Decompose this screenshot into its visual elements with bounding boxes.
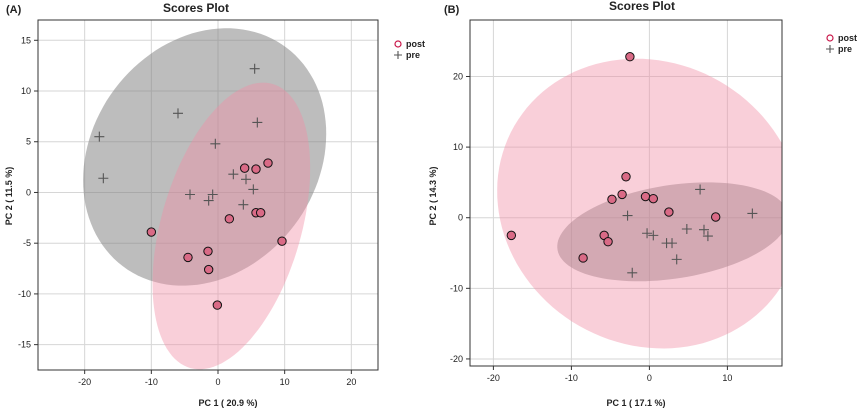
y-tick-label: 5 bbox=[26, 137, 31, 147]
pre-point bbox=[681, 224, 692, 235]
post-point bbox=[263, 158, 273, 168]
x-tick-label: -10 bbox=[565, 373, 578, 383]
post-point bbox=[648, 193, 658, 204]
pre-point bbox=[695, 184, 706, 195]
post-point bbox=[664, 207, 674, 217]
legend-post-label: post bbox=[838, 33, 857, 43]
y-tick-label: 10 bbox=[453, 142, 463, 152]
pre-point bbox=[173, 108, 183, 119]
legend-pre-label: pre bbox=[838, 44, 852, 54]
y-tick-label: 20 bbox=[453, 71, 463, 81]
pre-point bbox=[238, 199, 249, 210]
pre-point bbox=[203, 195, 214, 206]
post-point bbox=[625, 52, 635, 62]
pre-point bbox=[671, 254, 682, 265]
x-tick-label: -20 bbox=[78, 377, 91, 387]
post-point bbox=[711, 212, 721, 222]
x-tick-label: 0 bbox=[647, 373, 652, 383]
pre-point bbox=[207, 189, 218, 200]
legend-post-marker bbox=[826, 34, 834, 42]
post-point bbox=[146, 227, 157, 237]
post-point bbox=[224, 214, 235, 224]
post-ellipse bbox=[152, 82, 311, 370]
pre-point bbox=[94, 131, 105, 142]
panel-a-title: Scores Plot bbox=[163, 1, 229, 15]
panel-a-ylabel: PC 2 ( 11.5 %) bbox=[4, 167, 14, 226]
post-point bbox=[277, 236, 287, 246]
pre-point bbox=[241, 174, 251, 185]
legend-pre-marker bbox=[826, 45, 834, 53]
post-ellipse bbox=[497, 58, 782, 349]
y-tick-label: -15 bbox=[18, 340, 31, 350]
x-tick-label: 10 bbox=[280, 377, 290, 387]
pre-point bbox=[98, 173, 109, 184]
post-point bbox=[251, 164, 261, 174]
pre-point bbox=[228, 169, 239, 180]
pre-point bbox=[210, 138, 221, 149]
post-point bbox=[603, 237, 613, 247]
y-tick-label: 15 bbox=[21, 35, 31, 45]
post-point bbox=[621, 172, 631, 182]
pre-point bbox=[747, 208, 758, 219]
pre-point bbox=[622, 210, 633, 221]
post-point bbox=[640, 191, 651, 202]
pre-point bbox=[667, 238, 678, 249]
y-tick-label: -5 bbox=[23, 238, 31, 248]
post-point bbox=[617, 189, 627, 200]
post-point bbox=[506, 230, 517, 241]
plot-frame bbox=[469, 19, 783, 367]
x-tick-label: 0 bbox=[215, 377, 220, 387]
y-tick-label: -10 bbox=[450, 283, 463, 293]
y-tick-label: -20 bbox=[450, 354, 463, 364]
pre-point bbox=[252, 117, 263, 128]
pre-point bbox=[648, 230, 659, 241]
pre-ellipse bbox=[557, 182, 782, 282]
post-point bbox=[255, 208, 266, 218]
y-tick-label: 0 bbox=[26, 187, 31, 197]
x-tick-label: -10 bbox=[145, 377, 158, 387]
panel-b-title: Scores Plot bbox=[609, 0, 675, 13]
panel-b-ylabel: PC 2 ( 14.3 %) bbox=[428, 166, 438, 225]
x-tick-label: 10 bbox=[722, 373, 732, 383]
panel-b-xlabel: PC 1 ( 17.1 %) bbox=[606, 398, 665, 408]
y-tick-label: 10 bbox=[21, 86, 31, 96]
pre-point bbox=[699, 224, 709, 235]
x-tick-label: -20 bbox=[487, 373, 500, 383]
y-tick-label: -10 bbox=[18, 289, 31, 299]
legend-post-marker bbox=[394, 40, 402, 48]
post-point bbox=[239, 163, 250, 173]
pre-point bbox=[248, 184, 259, 195]
pre-ellipse bbox=[83, 28, 327, 286]
legend-pre-label: pre bbox=[406, 50, 420, 60]
post-point bbox=[212, 300, 223, 310]
legend-post-label: post bbox=[406, 39, 425, 49]
panel-a-xlabel: PC 1 ( 20.9 %) bbox=[198, 398, 257, 408]
y-tick-label: 0 bbox=[458, 213, 463, 223]
pre-point bbox=[702, 231, 713, 242]
pre-point bbox=[185, 189, 195, 200]
post-point bbox=[607, 194, 617, 205]
confidence-ellipses bbox=[83, 28, 327, 370]
post-point bbox=[183, 252, 193, 263]
post-point bbox=[203, 246, 213, 257]
post-point bbox=[203, 264, 214, 275]
pre-point bbox=[249, 63, 260, 74]
plot-frame bbox=[37, 19, 379, 371]
panel-b-label: (B) bbox=[444, 4, 460, 16]
confidence-ellipses bbox=[497, 58, 782, 349]
pre-point bbox=[642, 228, 653, 239]
legend-pre-marker bbox=[394, 51, 402, 59]
panel-a-label: (A) bbox=[6, 4, 22, 16]
post-point bbox=[578, 253, 588, 263]
x-tick-label: 20 bbox=[346, 377, 356, 387]
pre-point bbox=[627, 267, 638, 278]
